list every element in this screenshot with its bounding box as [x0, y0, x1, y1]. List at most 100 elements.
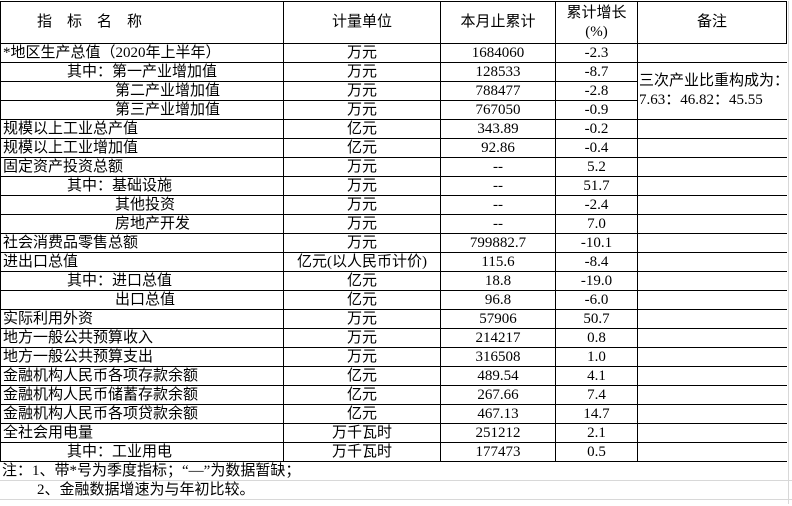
unit-cell: 万元: [283, 328, 441, 348]
table-row: 第二产业增加值 万元 788477 -2.8: [0, 81, 787, 101]
indicator-cell: 其他投资: [0, 195, 284, 215]
growth-value-cell: -2.4: [555, 195, 638, 215]
cumulative-value-cell: 177473: [440, 442, 556, 462]
unit-cell: 万元: [283, 233, 441, 253]
indicator-cell: 全社会用电量: [0, 423, 284, 443]
unit-cell: 万元: [283, 157, 441, 177]
remark-cell: [637, 442, 787, 462]
remark-cell: [637, 366, 787, 386]
unit-cell: 亿元: [283, 119, 441, 139]
growth-value-cell: 14.7: [555, 404, 638, 424]
header-row: 指 标 名 称 计量单位 本月止累计 累计增长 (%) 备注: [0, 1, 787, 44]
growth-value-cell: 5.2: [555, 157, 638, 177]
unit-cell: 万元: [283, 347, 441, 367]
unit-cell: 亿元: [283, 404, 441, 424]
indicator-cell: 规模以上工业增加值: [0, 138, 284, 158]
cumulative-value-cell: --: [440, 214, 556, 234]
remark-cell: [637, 347, 787, 367]
indicator-cell: 其中：进口总值: [0, 271, 284, 291]
unit-cell: 万元: [283, 62, 441, 82]
growth-value-cell: 7.0: [555, 214, 638, 234]
unit-cell: 万元: [283, 43, 441, 63]
table-row: 其中：工业用电 万千瓦时 177473 0.5: [0, 442, 787, 462]
table-row: 地方一般公共预算支出 万元 316508 1.0: [0, 347, 787, 367]
growth-value-cell: 2.1: [555, 423, 638, 443]
indicator-cell: 第三产业增加值: [0, 100, 284, 120]
indicator-cell: 金融机构人民币各项存款余额: [0, 366, 284, 386]
unit-cell: 万元: [283, 81, 441, 101]
indicator-cell: 房地产开发: [0, 214, 284, 234]
table-body: *地区生产总值（2020年上半年） 万元 1684060 -2.3 其中：第一产…: [0, 43, 787, 462]
table-row: 金融机构人民币各项贷款余额 亿元 467.13 14.7: [0, 404, 787, 424]
remark-note-cell: 三次产业比重构成为： 7.63：46.82：45.55: [637, 62, 787, 120]
table-row: *地区生产总值（2020年上半年） 万元 1684060 -2.3: [0, 43, 787, 63]
header-growth: 累计增长 (%): [555, 1, 638, 44]
table-row: 其他投资 万元 -- -2.4: [0, 195, 787, 215]
growth-value-cell: -0.9: [555, 100, 638, 120]
growth-value-cell: -0.2: [555, 119, 638, 139]
table-row: 其中：基础设施 万元 -- 51.7: [0, 176, 787, 196]
spreadsheet-gridline-vertical: [788, 1, 789, 504]
unit-cell: 亿元: [283, 385, 441, 405]
remark-cell: [637, 404, 787, 424]
growth-value-cell: -10.1: [555, 233, 638, 253]
header-growth-line2: (%): [585, 23, 608, 40]
unit-cell: 亿元: [283, 366, 441, 386]
table-header: 指 标 名 称 计量单位 本月止累计 累计增长 (%) 备注: [0, 1, 787, 44]
table-row: 进出口总值 亿元(以人民币计价) 115.6 -8.4: [0, 252, 787, 272]
header-remark: 备注: [637, 1, 787, 44]
remark-cell: [637, 290, 787, 310]
table-row: 金融机构人民币各项存款余额 亿元 489.54 4.1: [0, 366, 787, 386]
table-row: 实际利用外资 万元 57906 50.7: [0, 309, 787, 329]
cumulative-value-cell: --: [440, 176, 556, 196]
table-row: 地方一般公共预算收入 万元 214217 0.8: [0, 328, 787, 348]
indicator-cell: 出口总值: [0, 290, 284, 310]
indicator-cell: *地区生产总值（2020年上半年）: [0, 43, 284, 63]
growth-value-cell: -8.4: [555, 252, 638, 272]
indicator-cell: 第二产业增加值: [0, 81, 284, 101]
table-row: 社会消费品零售总额 万元 799882.7 -10.1: [0, 233, 787, 253]
remark-cell: [637, 328, 787, 348]
table-row: 出口总值 亿元 96.8 -6.0: [0, 290, 787, 310]
growth-value-cell: 7.4: [555, 385, 638, 405]
cumulative-value-cell: 489.54: [440, 366, 556, 386]
cumulative-value-cell: 316508: [440, 347, 556, 367]
cumulative-value-cell: 214217: [440, 328, 556, 348]
growth-value-cell: 4.1: [555, 366, 638, 386]
footnote-line-2: 2、金融数据增速为与年初比较。: [0, 481, 792, 500]
remark-cell: [637, 214, 787, 234]
growth-value-cell: -0.4: [555, 138, 638, 158]
indicator-cell: 其中：基础设施: [0, 176, 284, 196]
unit-cell: 万元: [283, 195, 441, 215]
cumulative-value-cell: 115.6: [440, 252, 556, 272]
unit-cell: 万元: [283, 309, 441, 329]
growth-value-cell: -2.3: [555, 43, 638, 63]
table-row: 金融机构人民币储蓄存款余额 亿元 267.66 7.4: [0, 385, 787, 405]
indicator-cell: 进出口总值: [0, 252, 284, 272]
remark-cell: [637, 423, 787, 443]
table-row: 规模以上工业总产值 亿元 343.89 -0.2: [0, 119, 787, 139]
cumulative-value-cell: --: [440, 157, 556, 177]
cumulative-value-cell: 251212: [440, 423, 556, 443]
cumulative-value-cell: --: [440, 195, 556, 215]
unit-cell: 万千瓦时: [283, 442, 441, 462]
growth-value-cell: -6.0: [555, 290, 638, 310]
cumulative-value-cell: 18.8: [440, 271, 556, 291]
growth-value-cell: 51.7: [555, 176, 638, 196]
remark-note-line1: 三次产业比重构成为：: [639, 73, 787, 89]
indicator-cell: 地方一般公共预算支出: [0, 347, 284, 367]
growth-value-cell: 1.0: [555, 347, 638, 367]
unit-cell: 万千瓦时: [283, 423, 441, 443]
indicator-cell: 金融机构人民币各项贷款余额: [0, 404, 284, 424]
growth-value-cell: 50.7: [555, 309, 638, 329]
remark-cell: [637, 309, 787, 329]
growth-value-cell: -19.0: [555, 271, 638, 291]
cumulative-value-cell: 1684060: [440, 43, 556, 63]
cumulative-value-cell: 467.13: [440, 404, 556, 424]
table-row: 规模以上工业增加值 亿元 92.86 -0.4: [0, 138, 787, 158]
table-row: 全社会用电量 万千瓦时 251212 2.1: [0, 423, 787, 443]
unit-cell: 万元: [283, 176, 441, 196]
table-row: 其中：进口总值 亿元 18.8 -19.0: [0, 271, 787, 291]
footnote-line-1: 注：1、带*号为季度指标；“—”为数据暂缺；: [0, 462, 792, 481]
cumulative-value-cell: 788477: [440, 81, 556, 101]
